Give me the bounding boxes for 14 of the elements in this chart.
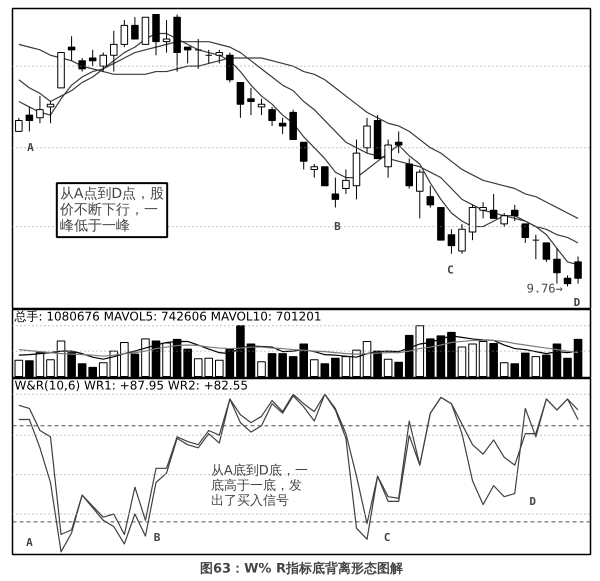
annotation: A	[27, 141, 34, 154]
annotation: B	[154, 531, 161, 544]
annotation: C	[384, 531, 390, 544]
annotation: D	[529, 494, 536, 508]
annotation: B	[334, 220, 342, 234]
annotation: 9.76→	[526, 281, 563, 296]
chart-title: 总手: 1080676 MAVOL5: 742606 MAVOL10: 701201	[14, 310, 322, 324]
caption: 图63：W% R指标底背离形态图解	[200, 560, 404, 576]
annotation: A	[26, 536, 34, 549]
text: D	[574, 296, 581, 310]
annotation: 从A点到D点，股价不断下行，一峰低于一峰	[58, 186, 164, 234]
annotation: 从A底到D底，一底高于一底，发出了买入信号	[210, 464, 308, 509]
annotation: C	[447, 264, 454, 277]
chart-title: W&R(10,6) WR1: +87.95 WR2: +82.55	[14, 378, 248, 392]
